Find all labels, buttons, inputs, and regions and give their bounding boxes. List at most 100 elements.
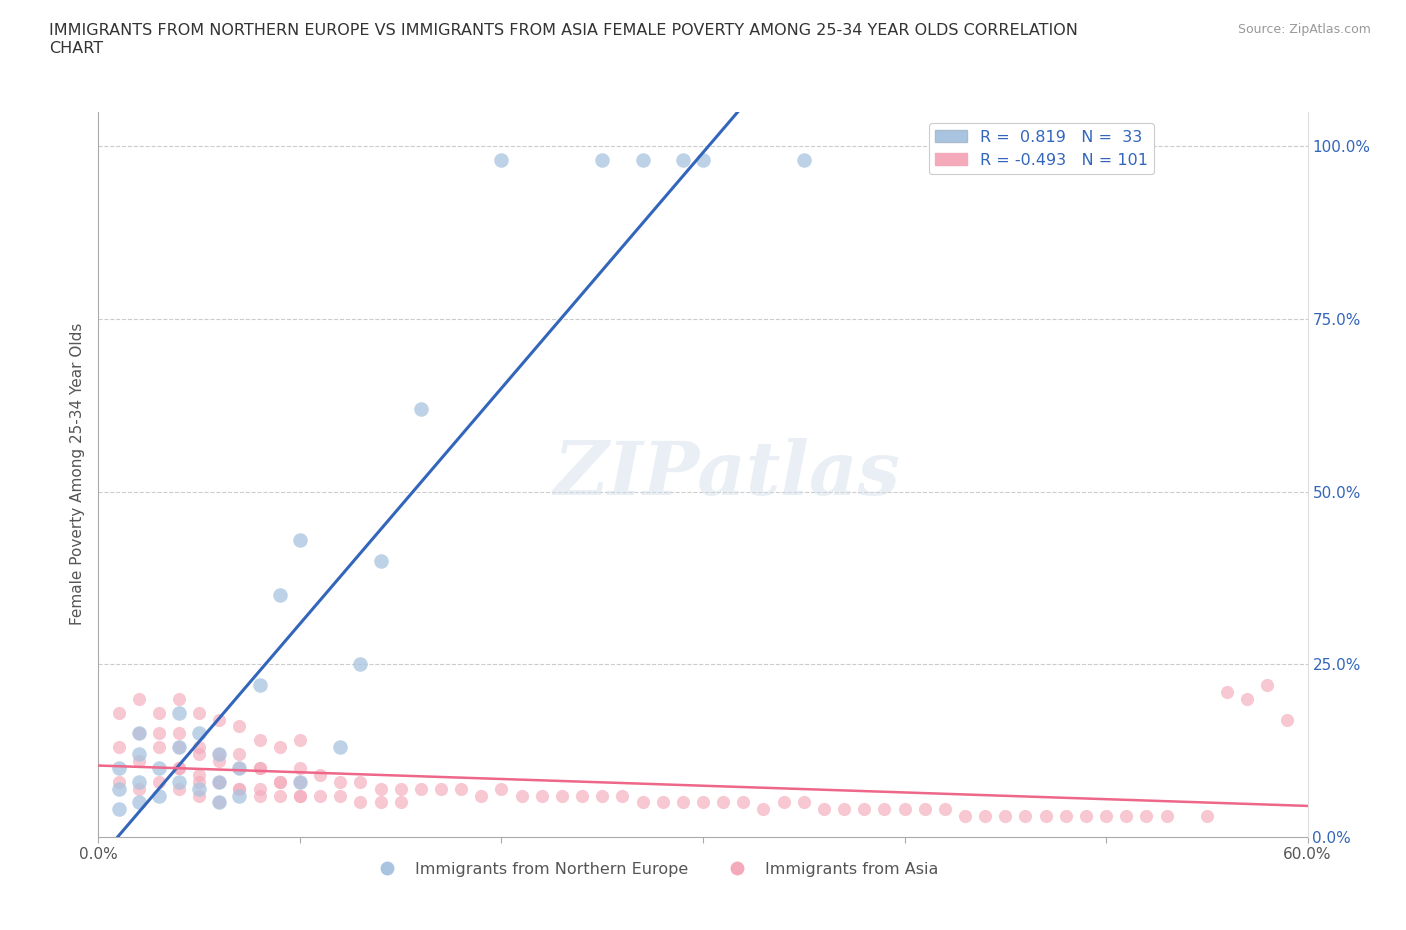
Point <box>349 795 371 810</box>
Point <box>188 739 211 754</box>
Point <box>994 809 1017 824</box>
Point <box>288 775 311 790</box>
Point <box>249 761 271 776</box>
Point <box>208 747 231 762</box>
Text: ZIPatlas: ZIPatlas <box>554 438 901 511</box>
Point <box>148 705 170 720</box>
Point <box>1035 809 1057 824</box>
Point <box>228 719 250 734</box>
Point <box>148 739 170 754</box>
Point <box>672 795 695 810</box>
Point <box>148 761 170 776</box>
Point <box>148 788 170 803</box>
Point <box>128 753 150 768</box>
Point <box>167 739 190 754</box>
Point <box>370 781 392 796</box>
Point <box>813 802 835 817</box>
Point <box>1054 809 1077 824</box>
Point <box>711 795 734 810</box>
Point <box>249 781 271 796</box>
Point <box>309 788 332 803</box>
Point <box>107 761 129 776</box>
Point <box>188 775 211 790</box>
Point <box>752 802 775 817</box>
Point <box>974 809 997 824</box>
Point <box>631 153 654 167</box>
Point <box>167 705 190 720</box>
Point <box>107 802 129 817</box>
Point <box>269 588 291 603</box>
Point <box>208 712 231 727</box>
Point <box>510 788 533 803</box>
Point <box>1115 809 1137 824</box>
Point <box>450 781 472 796</box>
Point <box>329 775 352 790</box>
Point <box>672 153 695 167</box>
Point <box>853 802 876 817</box>
Point <box>430 781 453 796</box>
Point <box>591 788 613 803</box>
Point <box>1135 809 1157 824</box>
Point <box>329 739 352 754</box>
Point <box>107 705 129 720</box>
Point <box>370 553 392 568</box>
Point <box>389 781 412 796</box>
Point <box>772 795 794 810</box>
Point <box>167 761 190 776</box>
Point <box>107 781 129 796</box>
Y-axis label: Female Poverty Among 25-34 Year Olds: Female Poverty Among 25-34 Year Olds <box>69 323 84 626</box>
Point <box>571 788 593 803</box>
Point <box>228 781 250 796</box>
Point <box>269 775 291 790</box>
Point <box>692 153 714 167</box>
Point <box>893 802 915 817</box>
Point <box>389 795 412 810</box>
Point <box>208 753 231 768</box>
Point <box>228 761 250 776</box>
Point <box>228 747 250 762</box>
Point <box>288 733 311 748</box>
Point <box>128 726 150 741</box>
Point <box>873 802 896 817</box>
Point <box>914 802 936 817</box>
Point <box>1236 691 1258 706</box>
Point <box>470 788 492 803</box>
Point <box>228 761 250 776</box>
Point <box>591 153 613 167</box>
Point <box>148 726 170 741</box>
Point <box>530 788 553 803</box>
Point <box>832 802 855 817</box>
Point <box>269 775 291 790</box>
Point <box>288 761 311 776</box>
Point <box>1277 712 1299 727</box>
Legend: Immigrants from Northern Europe, Immigrants from Asia: Immigrants from Northern Europe, Immigra… <box>364 856 945 884</box>
Point <box>288 775 311 790</box>
Point <box>107 739 129 754</box>
Point <box>208 795 231 810</box>
Point <box>228 781 250 796</box>
Point <box>249 733 271 748</box>
Point <box>188 781 211 796</box>
Point <box>269 788 291 803</box>
Point <box>128 726 150 741</box>
Point <box>188 788 211 803</box>
Point <box>612 788 634 803</box>
Point <box>167 726 190 741</box>
Point <box>188 705 211 720</box>
Point <box>167 761 190 776</box>
Point <box>349 657 371 671</box>
Point <box>249 678 271 693</box>
Point <box>188 726 211 741</box>
Point <box>128 747 150 762</box>
Point <box>491 153 513 167</box>
Point <box>692 795 714 810</box>
Point <box>1156 809 1178 824</box>
Point <box>288 788 311 803</box>
Point <box>953 809 976 824</box>
Point <box>228 788 250 803</box>
Point <box>167 781 190 796</box>
Point <box>208 747 231 762</box>
Point <box>188 747 211 762</box>
Point <box>934 802 956 817</box>
Point <box>329 788 352 803</box>
